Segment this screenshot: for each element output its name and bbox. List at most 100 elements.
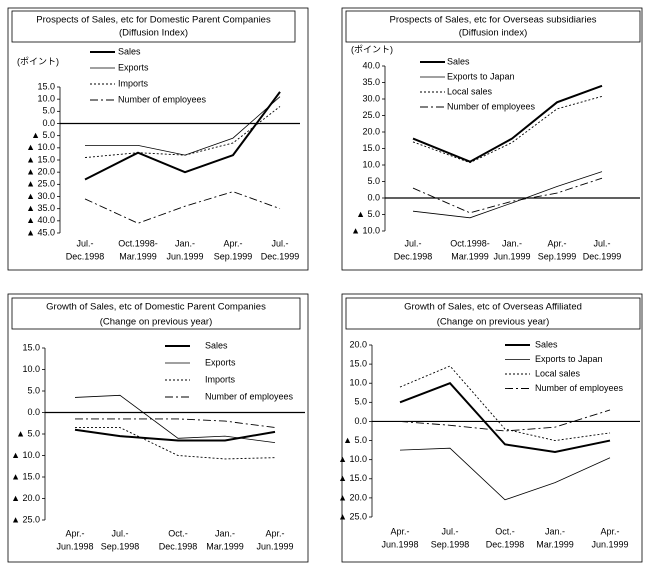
y-tick-label: ▲ 40.0 (26, 215, 55, 225)
data-line (412, 171, 603, 219)
y-tick-label: 40.0 (362, 60, 380, 70)
y-tick-label: 10.0 (22, 364, 40, 374)
legend-label: Exports to Japan (535, 354, 603, 364)
x-tick-label: Dec.1998 (486, 539, 525, 549)
data-line (84, 91, 281, 181)
x-tick-label: Jun.1998 (56, 541, 93, 551)
x-tick-label: Sep.1999 (538, 251, 577, 261)
y-tick-label: 0.0 (354, 416, 367, 426)
x-tick-label: Jul.- (271, 238, 288, 248)
y-tick-label: ▲ 35.0 (26, 203, 55, 213)
y-tick-label: ▲ 25.0 (338, 511, 367, 521)
chart-title: Prospects of Sales, etc for Overseas sub… (390, 15, 597, 26)
legend-label: Exports (205, 357, 236, 367)
y-axis-label: (ポイント) (17, 56, 59, 66)
y-tick-label: ▲ 45.0 (26, 227, 55, 237)
x-tick-label: Apr.- (65, 528, 84, 538)
y-tick-label: ▲ 20.0 (26, 167, 55, 177)
x-tick-label: Oct.1998- (450, 238, 490, 248)
x-tick-label: Jul.- (441, 526, 458, 536)
chart-subtitle: (Diffusion index) (459, 28, 527, 39)
x-tick-label: Jul.- (593, 238, 610, 248)
y-tick-label: ▲ 10.0 (351, 225, 380, 235)
y-tick-label: 20.0 (362, 126, 380, 136)
x-tick-label: Dec.1998 (394, 251, 433, 261)
x-tick-label: Jul.- (76, 238, 93, 248)
legend-label: Local sales (447, 86, 493, 96)
x-tick-label: Sep.1998 (101, 541, 140, 551)
x-tick-label: Mar.1999 (119, 251, 157, 261)
y-tick-label: ▲ 20.0 (11, 493, 40, 503)
x-tick-label: Jun.1999 (591, 539, 628, 549)
x-tick-label: Apr.- (390, 526, 409, 536)
y-tick-label: 5.0 (367, 176, 380, 186)
y-tick-label: 0.0 (27, 407, 40, 417)
data-line (412, 177, 603, 214)
y-tick-label: 20.0 (349, 339, 367, 349)
x-tick-label: Mar.1999 (451, 251, 489, 261)
x-tick-label: Mar.1999 (536, 539, 574, 549)
x-tick-label: Jan.- (545, 526, 565, 536)
x-tick-label: Jun.1999 (493, 251, 530, 261)
x-tick-label: Jan.- (215, 528, 235, 538)
legend-label: Local sales (535, 368, 581, 378)
data-line (84, 106, 281, 159)
data-line (84, 191, 281, 224)
x-tick-label: Dec.1999 (583, 251, 622, 261)
data-line (412, 84, 603, 163)
x-tick-label: Apr.- (600, 526, 619, 536)
legend-label: Number of employees (205, 391, 294, 401)
y-tick-label: 10.0 (362, 159, 380, 169)
title-box (11, 10, 296, 43)
y-tick-label: ▲ 5.0 (356, 209, 380, 219)
x-tick-label: Oct.- (495, 526, 515, 536)
y-tick-label: 15.0 (362, 143, 380, 153)
y-tick-label: ▲ 10.0 (26, 142, 55, 152)
y-tick-label: 10.0 (37, 94, 55, 104)
data-line (399, 365, 611, 442)
x-tick-label: Oct.1998- (118, 238, 158, 248)
legend-label: Number of employees (535, 383, 624, 393)
y-tick-label: ▲ 5.0 (16, 428, 40, 438)
x-tick-label: Mar.1999 (206, 541, 244, 551)
title-box (345, 10, 641, 43)
chart-subtitle: (Change on previous year) (100, 317, 212, 328)
y-tick-label: 5.0 (354, 397, 367, 407)
y-tick-label: ▲ 15.0 (26, 154, 55, 164)
legend-label: Exports (118, 62, 149, 72)
legend-label: Exports to Japan (447, 71, 515, 81)
y-tick-label: ▲ 20.0 (338, 492, 367, 502)
title-box (11, 297, 301, 330)
y-tick-label: ▲ 5.0 (31, 130, 55, 140)
title-box (345, 297, 641, 330)
legend-label: Sales (205, 340, 228, 350)
chart-title: Prospects of Sales, etc for Domestic Par… (36, 15, 271, 26)
chart-title: Growth of Sales, etc of Overseas Affilia… (404, 302, 582, 313)
y-tick-label: 25.0 (362, 110, 380, 120)
x-tick-label: Oct.- (168, 528, 188, 538)
data-line (399, 447, 611, 501)
data-line (75, 418, 276, 428)
y-tick-label: ▲ 5.0 (343, 435, 367, 445)
y-tick-label: ▲ 25.0 (26, 179, 55, 189)
x-tick-label: Jul.- (404, 238, 421, 248)
legend-label: Imports (205, 374, 236, 384)
x-tick-label: Apr.- (223, 238, 242, 248)
x-tick-label: Jan.- (175, 238, 195, 248)
legend-label: Number of employees (118, 94, 207, 104)
data-line (399, 409, 611, 432)
y-tick-label: ▲ 10.0 (11, 450, 40, 460)
y-tick-label: 5.0 (27, 385, 40, 395)
chart-subtitle: (Change on previous year) (437, 317, 549, 328)
data-line (75, 427, 276, 460)
y-tick-label: 35.0 (362, 77, 380, 87)
legend-label: Number of employees (447, 101, 536, 111)
legend-label: Sales (535, 339, 558, 349)
data-line (412, 95, 603, 164)
data-line (74, 428, 276, 442)
y-tick-label: ▲ 30.0 (26, 191, 55, 201)
y-tick-label: 0.0 (367, 192, 380, 202)
y-tick-label: 30.0 (362, 93, 380, 103)
x-tick-label: Dec.1999 (261, 251, 300, 261)
